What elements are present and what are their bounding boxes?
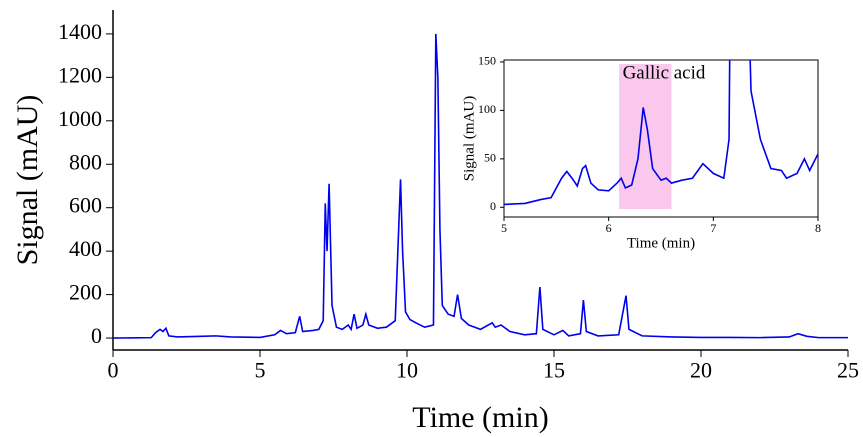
y-tick-label: 0: [91, 323, 102, 348]
x-tick-label: 5: [255, 357, 266, 382]
trace: [504, 60, 818, 206]
y-tick-label: 0: [490, 199, 496, 213]
y-tick-label: 1400: [58, 19, 102, 44]
y-tick-label: 100: [478, 102, 496, 116]
x-tick-label: 10: [396, 357, 418, 382]
x-tick-label: 7: [710, 221, 716, 235]
y-tick-label: 600: [69, 193, 102, 218]
x-axis-title: Time (min): [412, 401, 548, 434]
y-tick-label: 150: [478, 54, 496, 68]
x-tick-label: 6: [606, 221, 612, 235]
y-tick-label: 200: [69, 280, 102, 305]
y-axis-title: Signal (mAU): [11, 95, 44, 266]
annotation: Gallic acid: [623, 62, 706, 83]
x-tick-label: 0: [108, 357, 119, 382]
x-tick-label: 15: [543, 357, 565, 382]
y-axis-title: Signal (mAU): [461, 96, 477, 181]
x-tick-label: 8: [815, 221, 821, 235]
x-tick-label: 5: [501, 221, 507, 235]
x-axis-title: Time (min): [627, 235, 695, 251]
y-tick-label: 1000: [58, 106, 102, 131]
x-tick-label: 25: [837, 357, 859, 382]
trace: [113, 33, 848, 339]
x-tick-label: 20: [690, 357, 712, 382]
y-tick-label: 800: [69, 149, 102, 174]
highlight: [619, 64, 672, 209]
y-tick-label: 400: [69, 236, 102, 261]
y-tick-label: 1200: [58, 62, 102, 87]
frame: [503, 59, 819, 218]
y-tick-label: 50: [484, 151, 496, 165]
